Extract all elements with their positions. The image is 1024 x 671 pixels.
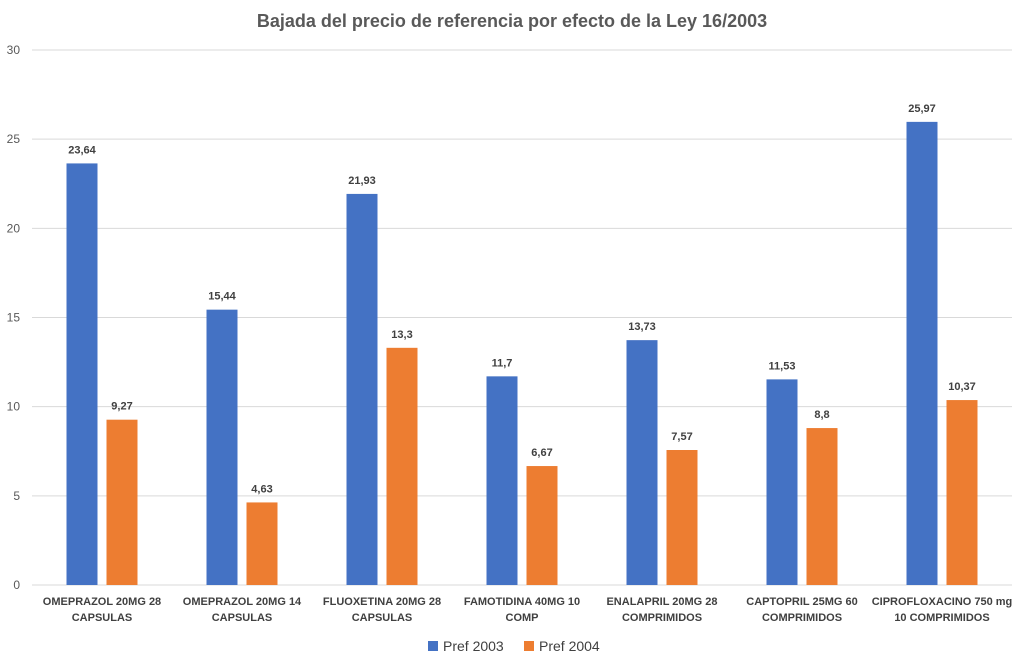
data-label: 21,93 <box>348 175 376 187</box>
legend-item: Pref 2004 <box>524 638 600 654</box>
y-tick-label: 5 <box>13 489 20 503</box>
data-label: 23,64 <box>68 144 96 156</box>
bar-pref-2003 <box>906 121 938 585</box>
data-label: 13,3 <box>391 329 412 341</box>
x-axis: OMEPRAZOL 20MG 28 CAPSULAS OMEPRAZOL 20MG … <box>43 596 1012 624</box>
legend: Pref 2003 Pref 2004 <box>428 638 600 654</box>
gridlines <box>32 49 1012 586</box>
y-tick-label: 0 <box>13 578 20 592</box>
data-label: 9,27 <box>111 401 132 413</box>
bar-pref-2004 <box>806 428 838 585</box>
y-tick-label: 30 <box>7 43 21 57</box>
legend-item: Pref 2003 <box>428 638 504 654</box>
x-tick-label: COMP <box>506 612 539 624</box>
bar-pref-2003 <box>206 309 238 585</box>
y-tick-label: 20 <box>7 221 21 235</box>
bars <box>66 121 978 586</box>
bar-pref-2004 <box>526 466 558 585</box>
bar-pref-2003 <box>66 163 98 586</box>
bar-pref-2004 <box>386 347 418 585</box>
bar-pref-2004 <box>246 502 278 585</box>
x-tick-label: ENALAPRIL 20MG 28 <box>606 596 717 608</box>
data-label: 15,44 <box>208 291 236 303</box>
data-label: 13,73 <box>628 321 656 333</box>
x-tick-label: COMPRIMIDOS <box>762 612 842 624</box>
x-tick-label: OMEPRAZOL 20MG 28 <box>43 596 161 608</box>
x-tick-label: 10 COMPRIMIDOS <box>894 612 989 624</box>
bar-pref-2004 <box>106 419 138 585</box>
bar-pref-2003 <box>766 379 798 585</box>
data-label: 11,7 <box>492 357 513 369</box>
x-tick-label: OMEPRAZOL 20MG 14 <box>183 596 302 608</box>
data-label: 25,97 <box>908 103 936 115</box>
bar-pref-2004 <box>666 450 698 585</box>
x-tick-label: FAMOTIDINA 40MG 10 <box>464 596 580 608</box>
legend-swatch <box>428 641 438 651</box>
data-label: 6,67 <box>531 447 552 459</box>
y-tick-label: 15 <box>7 311 21 325</box>
y-tick-label: 10 <box>7 400 21 414</box>
legend-label: Pref 2004 <box>539 638 600 654</box>
data-labels: 23,64 9,27 15,44 4,63 21,93 13,3 11,7 6,67 13,73… <box>68 103 976 496</box>
y-axis: 0 5 10 15 20 25 30 <box>7 43 21 592</box>
data-label: 10,37 <box>948 381 976 393</box>
x-tick-label: CIPROFLOXACINO 750 mg <box>872 596 1013 608</box>
x-tick-label: FLUOXETINA 20MG 28 <box>323 596 441 608</box>
data-label: 4,63 <box>251 483 272 495</box>
data-label: 8,8 <box>814 409 829 421</box>
bar-pref-2004 <box>946 400 978 585</box>
chart-title: Bajada del precio de referencia por efec… <box>257 11 767 31</box>
y-tick-label: 25 <box>7 132 21 146</box>
x-tick-label: COMPRIMIDOS <box>622 612 702 624</box>
x-tick-label: CAPSULAS <box>72 612 133 624</box>
x-tick-label: CAPTOPRIL 25MG 60 <box>746 596 857 608</box>
x-tick-label: CAPSULAS <box>212 612 273 624</box>
data-label: 11,53 <box>769 360 796 372</box>
data-label: 7,57 <box>671 431 692 443</box>
legend-swatch <box>524 641 534 651</box>
legend-label: Pref 2003 <box>443 638 504 654</box>
x-tick-label: CAPSULAS <box>352 612 413 624</box>
bar-pref-2003 <box>486 376 518 585</box>
bar-pref-2003 <box>626 340 658 585</box>
bar-pref-2003 <box>346 193 378 586</box>
